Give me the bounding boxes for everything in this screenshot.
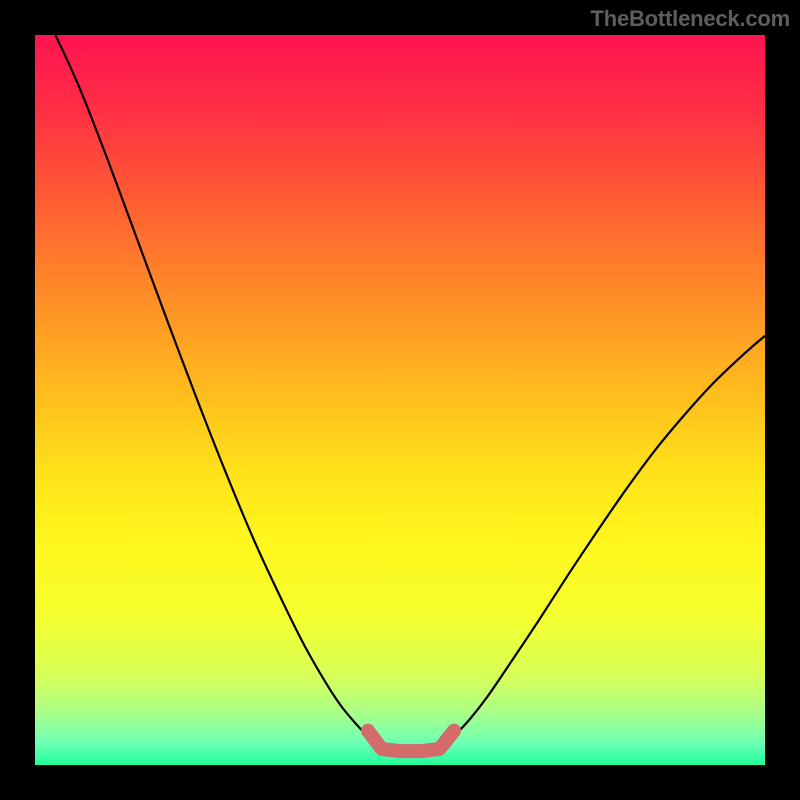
chart-frame: TheBottleneck.com	[0, 0, 800, 800]
bottleneck-highlight	[368, 731, 454, 751]
plot-area	[35, 35, 765, 765]
curve-overlay	[35, 35, 765, 765]
watermark-text: TheBottleneck.com	[590, 6, 790, 32]
curve-left	[55, 35, 376, 745]
curve-right	[444, 336, 765, 745]
